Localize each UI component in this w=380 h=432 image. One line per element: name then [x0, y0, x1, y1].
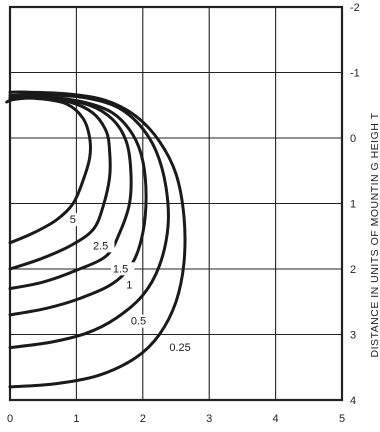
contour-line-1 — [8, 95, 148, 317]
contour-line-0-25 — [8, 90, 187, 389]
contour-line-0-5 — [8, 93, 170, 350]
y-axis-label: DISTANCE IN UNITS OF MOUNTIN G HEIGH T — [369, 112, 380, 357]
contour-label-bg — [124, 278, 135, 292]
x-tick-label: 3 — [206, 413, 212, 425]
grid — [8, 5, 344, 402]
contour-line-1-5 — [8, 95, 133, 291]
x-tick-label: 1 — [73, 413, 79, 425]
y-tick-label: 1 — [350, 199, 356, 211]
y-tick-label: 2 — [350, 264, 356, 276]
y-tick-label: 3 — [350, 330, 356, 342]
contour-label-bg — [67, 213, 79, 227]
contour-label-2-5: 2.5 — [93, 240, 108, 252]
x-tick-label: 0 — [7, 413, 13, 425]
contour-label-bg — [167, 340, 198, 354]
y-tick-label: 4 — [350, 395, 356, 407]
contour-label-bg — [110, 262, 135, 276]
contour-label-1-5: 1.5 — [113, 263, 128, 275]
contour-lines — [5, 90, 187, 389]
contour-label-1: 1 — [126, 280, 132, 292]
contour-label-0-25: 0.25 — [169, 342, 190, 354]
contour-label-bg — [91, 239, 115, 253]
contour-labels: 5 2.5 1.5 1 0.5 0.25 — [67, 213, 198, 354]
x-tick-label: 5 — [339, 413, 345, 425]
contour-label-5: 5 — [70, 214, 76, 226]
y-tick-labels: -2 -1 0 1 2 3 4 — [350, 2, 360, 407]
contour-label-bg — [128, 314, 153, 328]
y-tick-label: -2 — [350, 2, 360, 14]
x-tick-label: 4 — [273, 413, 279, 425]
x-tick-labels: 0 1 2 3 4 5 — [7, 413, 345, 425]
contour-label-0-5: 0.5 — [131, 316, 146, 328]
y-tick-label: 0 — [350, 133, 356, 145]
x-tick-label: 2 — [140, 413, 146, 425]
y-tick-label: -1 — [350, 68, 360, 80]
